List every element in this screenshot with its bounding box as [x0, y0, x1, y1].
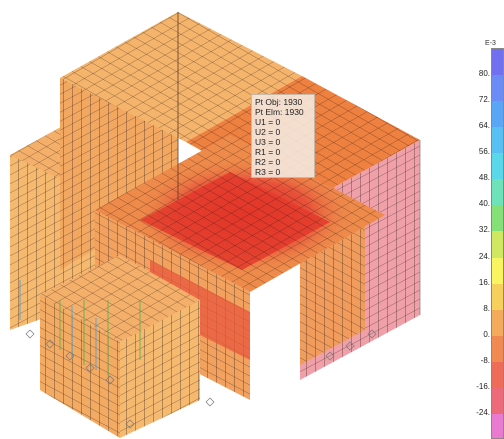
legend-swatch: [492, 258, 503, 285]
tooltip-pt-elm: Pt Elm: 1930: [255, 107, 314, 117]
tooltip-r3: R3 = 0: [255, 167, 314, 177]
legend-swatch: [492, 101, 503, 128]
legend-swatch: [492, 388, 503, 415]
point-info-tooltip: Pt Obj: 1930 Pt Elm: 1930 U1 = 0 U2 = 0 …: [251, 94, 315, 178]
legend-tick-label: 64.: [466, 121, 490, 130]
legend-tick-label: 0.: [466, 330, 490, 339]
tooltip-r1: R1 = 0: [255, 147, 314, 157]
legend-tick-label: 80.: [466, 69, 490, 78]
tooltip-u1: U1 = 0: [255, 117, 314, 127]
legend-swatch: [492, 362, 503, 389]
legend-tick-label: -8.: [466, 356, 490, 365]
legend-tick-label: 56.: [466, 147, 490, 156]
model-viewport[interactable]: Pt Obj: 1930 Pt Elm: 1930 U1 = 0 U2 = 0 …: [0, 0, 465, 439]
legend-swatch: [492, 205, 503, 232]
legend-tick-label: 72.: [466, 95, 490, 104]
color-scale-bar: [491, 48, 504, 439]
legend-swatch: [492, 153, 503, 180]
legend-swatch: [492, 336, 503, 363]
legend-swatch: [492, 75, 503, 102]
tooltip-u3: U3 = 0: [255, 137, 314, 147]
legend-tick-label: -24.: [466, 408, 490, 417]
legend-units-label: E-3: [485, 40, 496, 47]
structural-model[interactable]: [0, 0, 465, 439]
legend-swatch: [492, 284, 503, 311]
tooltip-r2: R2 = 0: [255, 157, 314, 167]
legend-swatch: [492, 414, 503, 439]
legend-tick-label: 32.: [466, 225, 490, 234]
tooltip-pt-obj: Pt Obj: 1930: [255, 97, 314, 107]
legend-tick-label: 24.: [466, 252, 490, 261]
legend-swatch: [492, 231, 503, 258]
legend-swatch: [492, 49, 503, 76]
legend-tick-label: 8.: [466, 304, 490, 313]
legend-tick-label: 40.: [466, 199, 490, 208]
legend-tick-label: 48.: [466, 173, 490, 182]
legend-tick-label: 16.: [466, 278, 490, 287]
legend-swatch: [492, 179, 503, 206]
tooltip-u2: U2 = 0: [255, 127, 314, 137]
legend-tick-label: -16.: [466, 382, 490, 391]
legend-swatch: [492, 310, 503, 337]
legend-swatch: [492, 127, 503, 154]
